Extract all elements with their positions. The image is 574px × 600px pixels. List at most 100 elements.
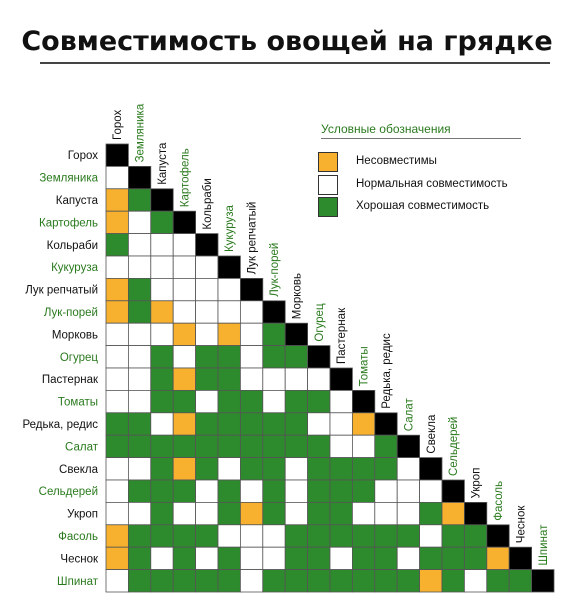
matrix-cell — [127, 501, 152, 526]
matrix-cell — [374, 524, 398, 548]
matrix-cell — [105, 479, 129, 503]
matrix-cell — [105, 277, 129, 302]
matrix-cell — [105, 412, 129, 436]
matrix-cell — [307, 457, 331, 481]
legend-swatch-good — [318, 197, 338, 217]
matrix-cell — [217, 277, 241, 302]
matrix-cell — [172, 546, 196, 571]
column-label: Укроп — [471, 468, 483, 499]
matrix-cell — [284, 524, 309, 548]
matrix-cell — [150, 412, 174, 436]
row-label: Кольраби — [47, 240, 98, 252]
matrix-cell — [105, 233, 129, 257]
matrix-cell — [239, 479, 264, 503]
row-label: Сельдерей — [39, 486, 98, 498]
matrix-cell — [105, 457, 129, 481]
matrix-cell — [217, 345, 241, 369]
matrix-cell — [329, 412, 353, 436]
matrix-cell — [105, 434, 129, 459]
matrix-cell — [307, 412, 331, 436]
row-label: Капуста — [56, 195, 99, 207]
matrix-cell — [105, 255, 129, 279]
matrix-cell — [172, 233, 196, 257]
column-label: Пастернак — [336, 307, 348, 364]
diagonal-cell — [284, 322, 309, 347]
legend-label-bad: Несовместимы — [356, 155, 437, 167]
matrix-cell — [195, 569, 219, 593]
matrix-cell — [374, 479, 398, 503]
matrix-cell — [284, 389, 309, 414]
matrix-cell — [150, 501, 174, 526]
matrix-cell — [127, 188, 152, 212]
matrix-cell — [105, 300, 129, 324]
matrix-cell — [351, 501, 376, 526]
matrix-cell — [217, 322, 241, 347]
matrix-cell — [105, 345, 129, 369]
matrix-cell — [284, 546, 309, 571]
matrix-cell — [217, 389, 241, 414]
matrix-cell — [307, 389, 331, 414]
matrix-cell — [284, 501, 309, 526]
matrix-cell — [217, 546, 241, 571]
matrix-cell — [239, 434, 264, 459]
matrix-cell — [150, 255, 174, 279]
matrix-cell — [150, 457, 174, 481]
matrix-cell — [172, 367, 196, 391]
matrix-cell — [150, 322, 174, 347]
matrix-cell — [262, 345, 286, 369]
column-label: Редька, редис — [381, 333, 393, 409]
matrix-cell — [396, 457, 421, 481]
matrix-cell — [172, 412, 196, 436]
matrix-cell — [307, 524, 331, 548]
row-label: Горох — [68, 150, 99, 162]
matrix-cell — [172, 479, 196, 503]
matrix-cell — [463, 546, 488, 571]
matrix-cell — [329, 457, 353, 481]
matrix-cell — [127, 277, 152, 302]
matrix-cell — [105, 367, 129, 391]
legend-underline — [321, 138, 521, 139]
matrix-cell — [217, 479, 241, 503]
legend-title: Условные обозначения — [321, 122, 451, 136]
matrix-cell — [217, 501, 241, 526]
diagonal-cell — [396, 434, 421, 459]
matrix-cell — [262, 479, 286, 503]
matrix-cell — [195, 367, 219, 391]
matrix-cell — [351, 412, 376, 436]
matrix-cell — [262, 322, 286, 347]
matrix-cell — [284, 479, 309, 503]
matrix-cell — [195, 277, 219, 302]
matrix-cell — [239, 389, 264, 414]
matrix-cell — [105, 569, 129, 593]
matrix-cell — [329, 501, 353, 526]
matrix-cell — [419, 546, 443, 571]
matrix-cell — [172, 345, 196, 369]
matrix-cell — [239, 367, 264, 391]
column-label: Лук репчатый — [247, 202, 259, 275]
matrix-cell — [463, 569, 488, 593]
matrix-cell — [127, 255, 152, 279]
matrix-cell — [284, 412, 309, 436]
matrix-cell — [127, 524, 152, 548]
matrix-cell — [239, 345, 264, 369]
row-label: Кукуруза — [51, 262, 99, 274]
matrix-cell — [441, 524, 465, 548]
matrix-cell — [329, 389, 353, 414]
diagonal-cell — [463, 501, 488, 526]
column-label: Фасоль — [493, 481, 505, 521]
matrix-cell — [239, 322, 264, 347]
matrix-cell — [150, 345, 174, 369]
row-label: Лук-порей — [44, 307, 98, 319]
matrix-cell — [374, 434, 398, 459]
matrix-cell — [105, 188, 129, 212]
matrix-cell — [307, 479, 331, 503]
column-label: Капуста — [157, 142, 169, 185]
matrix-cell — [351, 524, 376, 548]
matrix-cell — [307, 569, 331, 593]
diagonal-cell — [172, 210, 196, 234]
matrix-cell — [284, 345, 309, 369]
matrix-cell — [127, 367, 152, 391]
matrix-cell — [307, 434, 331, 459]
diagonal-cell — [105, 143, 129, 167]
matrix-cell — [396, 546, 421, 571]
